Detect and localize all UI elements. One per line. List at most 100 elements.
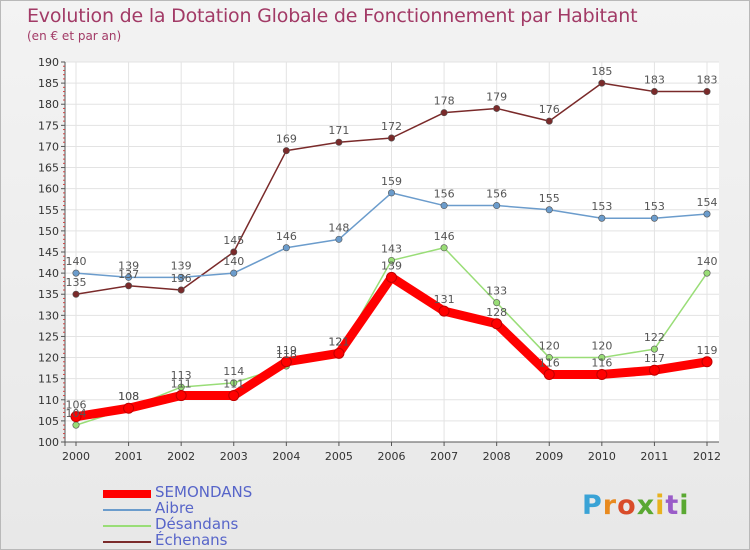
x-tick-label: 2000: [62, 450, 90, 463]
data-point-echenans: [650, 88, 658, 96]
data-label-echenans: 172: [381, 120, 402, 133]
data-label-semondans: 119: [697, 344, 718, 357]
data-point-aibre: [177, 273, 185, 281]
chart-title: Evolution de la Dotation Globale de Fonc…: [27, 5, 638, 27]
legend-label-desandans: Désandans: [155, 515, 239, 533]
data-label-echenans: 137: [118, 268, 139, 281]
data-label-aibre: 140: [223, 255, 244, 268]
data-label-aibre: 146: [276, 230, 297, 243]
data-point-desandans: [230, 379, 238, 387]
data-point-semondans: [228, 390, 240, 402]
data-point-echenans: [598, 79, 606, 87]
y-tick-label: 175: [38, 119, 59, 132]
data-point-semondans: [70, 411, 82, 423]
data-label-semondans: 128: [486, 306, 507, 319]
data-label-aibre: 156: [486, 188, 507, 201]
data-point-aibre: [440, 202, 448, 210]
y-tick-label: 185: [38, 77, 59, 90]
data-label-aibre: 154: [697, 196, 718, 209]
y-tick-label: 115: [38, 373, 59, 386]
x-tick-label: 2001: [115, 450, 143, 463]
data-label-desandans: 122: [644, 331, 665, 344]
y-tick-label: 125: [38, 330, 59, 343]
data-label-semondans: 121: [328, 335, 349, 348]
data-point-desandans: [598, 354, 606, 362]
data-label-desandans: 120: [591, 340, 612, 353]
data-label-desandans: 146: [434, 230, 455, 243]
data-point-semondans: [175, 390, 187, 402]
data-label-semondans: 119: [276, 344, 297, 357]
data-label-desandans: 120: [539, 340, 560, 353]
data-point-desandans: [545, 354, 553, 362]
proxiti-logo: Proxiti: [582, 490, 690, 521]
y-tick-label: 155: [38, 204, 59, 217]
y-tick-label: 190: [38, 56, 59, 69]
data-label-echenans: 178: [434, 95, 455, 108]
data-point-echenans: [440, 109, 448, 117]
data-point-echenans: [125, 282, 133, 290]
data-label-semondans: 131: [434, 293, 455, 306]
data-label-semondans: 117: [644, 352, 665, 365]
data-point-aibre: [493, 202, 501, 210]
data-point-semondans: [596, 368, 608, 380]
data-point-desandans: [387, 256, 395, 264]
legend-label-semondans: SEMONDANS: [155, 483, 253, 501]
y-tick-label: 145: [38, 246, 59, 259]
data-label-semondans: 111: [171, 378, 192, 391]
data-point-echenans: [387, 134, 395, 142]
data-label-aibre: 140: [66, 255, 87, 268]
x-tick-label: 2008: [483, 450, 511, 463]
data-label-desandans: 143: [381, 242, 402, 255]
data-label-echenans: 136: [171, 272, 192, 285]
data-label-desandans: 121: [328, 335, 349, 348]
data-point-echenans: [230, 248, 238, 256]
data-point-desandans: [703, 269, 711, 277]
data-label-echenans: 185: [591, 65, 612, 78]
data-point-desandans: [440, 244, 448, 252]
data-label-semondans: 116: [591, 356, 612, 369]
y-tick-label: 120: [38, 352, 59, 365]
data-label-aibre: 148: [328, 221, 349, 234]
data-label-echenans: 183: [697, 74, 718, 87]
data-label-aibre: 153: [644, 200, 665, 213]
data-point-semondans: [648, 364, 660, 376]
data-point-aibre: [72, 269, 80, 277]
data-label-desandans: 133: [486, 285, 507, 298]
data-point-semondans: [438, 305, 450, 317]
legend-label-echenans: Échenans: [155, 531, 228, 549]
data-point-echenans: [703, 88, 711, 96]
data-point-desandans: [493, 299, 501, 307]
data-label-aibre: 139: [118, 259, 139, 272]
data-label-semondans: 106: [66, 399, 87, 412]
data-point-echenans: [335, 138, 343, 146]
data-label-semondans: 111: [223, 378, 244, 391]
data-label-echenans: 145: [223, 234, 244, 247]
y-tick-label: 165: [38, 162, 59, 175]
data-point-desandans: [72, 421, 80, 429]
data-point-semondans: [491, 318, 503, 330]
y-tick-label: 150: [38, 225, 59, 238]
x-tick-label: 2003: [220, 450, 248, 463]
data-label-aibre: 139: [171, 259, 192, 272]
data-label-semondans: 108: [118, 390, 139, 403]
data-point-aibre: [282, 244, 290, 252]
x-tick-label: 2006: [378, 450, 406, 463]
data-point-aibre: [125, 273, 133, 281]
data-point-semondans: [280, 356, 292, 368]
data-label-semondans: 116: [539, 356, 560, 369]
data-point-echenans: [72, 290, 80, 298]
data-point-aibre: [650, 214, 658, 222]
data-label-echenans: 135: [66, 276, 87, 289]
x-tick-label: 2012: [693, 450, 721, 463]
data-point-semondans: [543, 368, 555, 380]
y-tick-label: 130: [38, 309, 59, 322]
y-tick-label: 110: [38, 394, 59, 407]
data-point-semondans: [333, 347, 345, 359]
data-label-desandans: 118: [276, 348, 297, 361]
data-label-echenans: 179: [486, 90, 507, 103]
data-label-desandans: 104: [66, 407, 87, 420]
data-label-desandans: 108: [118, 390, 139, 403]
y-tick-label: 135: [38, 288, 59, 301]
